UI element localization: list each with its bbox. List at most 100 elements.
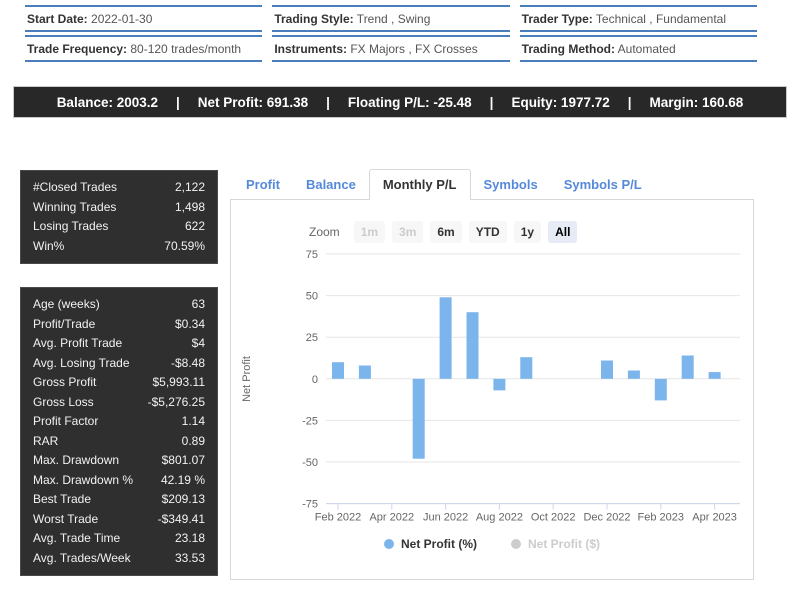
info-label: Trading Style: — [274, 12, 353, 26]
summary-balance: Balance: 2003.2 — [57, 95, 158, 110]
info-value: 2022-01-30 — [88, 12, 153, 26]
stat-value: $209.13 — [162, 490, 205, 510]
stat-value: 0.89 — [182, 432, 205, 452]
stat-row-gross-loss: Gross Loss-$5,276.25 — [33, 393, 205, 413]
stat-row-closed-trades: #Closed Trades2,122 — [33, 178, 205, 198]
bar-mar-2022 — [359, 366, 371, 379]
bar-mar-2023 — [682, 356, 694, 379]
stat-row-gross-profit: Gross Profit $5,993.11 — [33, 373, 205, 393]
stat-label: Avg. Losing Trade — [33, 354, 130, 374]
stat-value: 1.14 — [182, 412, 205, 432]
info-cell-trader-type: Trader Type: Technical , Fundamental — [520, 5, 757, 32]
info-label: Start Date: — [27, 12, 88, 26]
y-axis-title: Net Profit — [241, 356, 253, 402]
trader-info-grid: Start Date: 2022-01-30 Trading Style: Tre… — [25, 5, 757, 62]
x-tick-label: Apr 2023 — [692, 512, 737, 524]
info-value: FX Majors , FX Crosses — [347, 42, 478, 56]
legend-item-net-profit[interactable]: Net Profit (%) — [384, 537, 477, 551]
tab-profit[interactable]: Profit — [233, 169, 293, 200]
tab-monthly-p-l[interactable]: Monthly P/L — [369, 169, 471, 200]
stat-row-rar: RAR0.89 — [33, 432, 205, 452]
y-tick-label: -75 — [302, 499, 318, 511]
legend-marker-icon — [384, 539, 394, 549]
zoom-button-all[interactable]: All — [548, 221, 577, 243]
stat-row-profit-factor: Profit Factor 1.14 — [33, 412, 205, 432]
stat-row-worst-trade: Worst Trade-$349.41 — [33, 510, 205, 530]
summary-separator: | — [490, 95, 494, 110]
stat-label: Losing Trades — [33, 217, 108, 237]
stat-row-winning-trades: Winning Trades1,498 — [33, 198, 205, 218]
y-tick-label: -50 — [302, 457, 318, 469]
info-cell-trade-frequency: Trade Frequency: 80-120 trades/month — [25, 35, 262, 62]
tab-balance[interactable]: Balance — [293, 169, 369, 200]
stat-value: 42.19 % — [161, 471, 205, 491]
info-value: 80-120 trades/month — [127, 42, 241, 56]
summary-net-profit: Net Profit: 691.38 — [198, 95, 308, 110]
bar-jan-2023 — [628, 371, 640, 379]
stat-value: 70.59% — [164, 237, 205, 257]
stat-value: 622 — [185, 217, 205, 237]
trade-counts-box: #Closed Trades2,122Winning Trades1,498Lo… — [20, 170, 218, 264]
bar-feb-2023 — [655, 379, 667, 401]
summary-floating-p-l: Floating P/L: -25.48 — [348, 95, 472, 110]
trader-stats-page: Start Date: 2022-01-30 Trading Style: Tre… — [0, 0, 793, 589]
stat-value: 33.53 — [175, 549, 205, 569]
stat-row-best-trade: Best Trade$209.13 — [33, 490, 205, 510]
legend-marker-icon — [511, 539, 521, 549]
stat-label: Profit Factor — [33, 412, 98, 432]
stat-value: 23.18 — [175, 529, 205, 549]
stat-label: Gross Profit — [33, 373, 96, 393]
info-label: Instruments: — [274, 42, 347, 56]
stat-value: 2,122 — [175, 178, 205, 198]
info-cell-trading-style: Trading Style: Trend , Swing — [272, 5, 509, 32]
y-tick-label: -25 — [302, 415, 318, 427]
info-cell-trading-method: Trading Method: Automated — [520, 35, 757, 62]
stat-row-losing-trades: Losing Trades 622 — [33, 217, 205, 237]
range-buttons: 1m3m6mYTD1yAll — [347, 221, 578, 243]
stat-value: -$349.41 — [158, 510, 205, 530]
info-label: Trading Method: — [522, 42, 615, 56]
bar-apr-2023 — [709, 372, 721, 379]
legend-label: Net Profit ($) — [528, 537, 600, 551]
stat-label: Win% — [33, 237, 64, 257]
legend-label: Net Profit (%) — [401, 537, 477, 551]
chart-panel: Zoom 1m3m6mYTD1yAll 7550250-25-50-75Net … — [230, 199, 754, 580]
tab-symbols[interactable]: Symbols — [471, 169, 551, 200]
stat-value: -$5,276.25 — [148, 393, 205, 413]
stat-value: -$8.48 — [171, 354, 205, 374]
y-tick-label: 75 — [306, 249, 318, 261]
tab-symbols-p-l[interactable]: Symbols P/L — [551, 169, 655, 200]
chart-tabs: ProfitBalanceMonthly P/LSymbolsSymbols P… — [233, 169, 655, 200]
monthly-pl-chart: 7550250-25-50-75Net ProfitFeb 2022Apr 20… — [231, 244, 751, 532]
x-tick-label: Aug 2022 — [476, 512, 523, 524]
bar-feb-2022 — [332, 362, 344, 379]
range-selector: Zoom 1m3m6mYTD1yAll — [309, 221, 577, 243]
stat-label: Profit/Trade — [33, 315, 95, 335]
bar-dec-2022 — [601, 361, 613, 379]
x-tick-label: Apr 2022 — [369, 512, 414, 524]
x-tick-label: Feb 2022 — [315, 512, 361, 524]
stat-row-max-drawdown: Max. Drawdown$801.07 — [33, 451, 205, 471]
zoom-button-ytd[interactable]: YTD — [469, 221, 507, 243]
zoom-button-1m: 1m — [354, 221, 385, 243]
info-label: Trade Frequency: — [27, 42, 127, 56]
y-tick-label: 50 — [306, 291, 318, 303]
bar-aug-2022 — [493, 379, 505, 391]
stat-label: Avg. Profit Trade — [33, 334, 122, 354]
stat-row-avg-trades-week: Avg. Trades/Week33.53 — [33, 549, 205, 569]
stat-value: 1,498 — [175, 198, 205, 218]
summary-equity: Equity: 1977.72 — [511, 95, 609, 110]
zoom-button-6m[interactable]: 6m — [430, 221, 461, 243]
summary-separator: | — [176, 95, 180, 110]
x-tick-label: Feb 2023 — [638, 512, 684, 524]
stat-row-age-weeks: Age (weeks)63 — [33, 295, 205, 315]
stat-value: $0.34 — [175, 315, 205, 335]
info-value: Automated — [615, 42, 676, 56]
stat-value: 63 — [192, 295, 205, 315]
zoom-button-1y[interactable]: 1y — [514, 221, 541, 243]
x-tick-label: Dec 2022 — [583, 512, 630, 524]
bar-sep-2022 — [520, 357, 532, 379]
legend-item-net-profit[interactable]: Net Profit ($) — [511, 537, 600, 551]
stat-row-avg-trade-time: Avg. Trade Time23.18 — [33, 529, 205, 549]
stat-value: $5,993.11 — [153, 373, 206, 393]
